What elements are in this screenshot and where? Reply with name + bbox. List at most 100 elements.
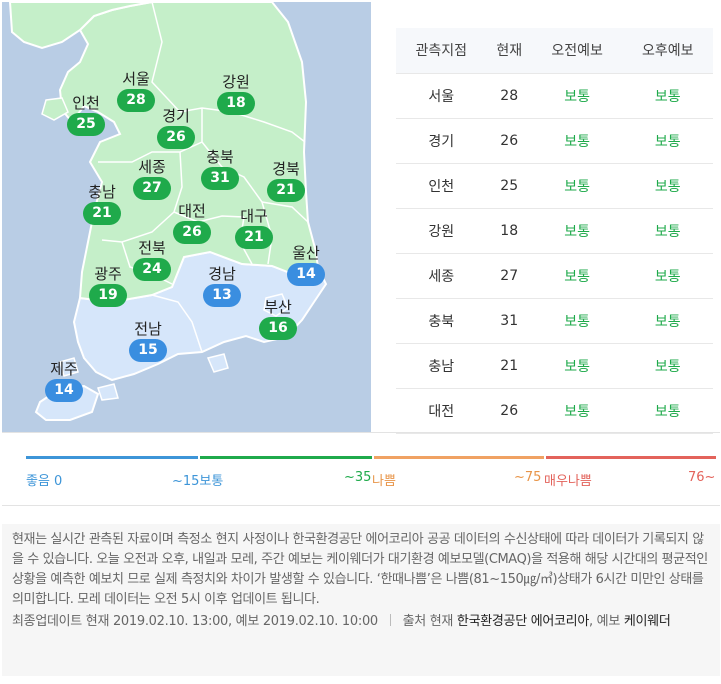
map-marker-gwangju[interactable]: 광주 19 xyxy=(80,265,136,307)
current-value: 21 xyxy=(486,342,532,388)
marker-value: 15 xyxy=(129,339,167,362)
morning-forecast: 보통 xyxy=(531,207,623,253)
legend-label-good: 좋음 0 xyxy=(26,474,63,489)
marker-name: 인천 xyxy=(72,94,100,112)
marker-name: 충북 xyxy=(206,148,234,166)
marker-value: 31 xyxy=(201,167,239,190)
map-marker-jeonnam[interactable]: 전남 15 xyxy=(120,320,176,362)
table-row: 충남 21 보통 보통 xyxy=(396,342,713,388)
marker-name: 충남 xyxy=(88,183,116,201)
station-table-panel: 관측지점 현재 오전예보 오후예보 서울 28 보통 보통 경기 26 보통 보 xyxy=(396,28,713,434)
station-name: 충북 xyxy=(396,297,487,343)
island-ganghwa xyxy=(41,97,69,121)
marker-name: 세종 xyxy=(138,158,166,176)
last-update-text: 최종업데이트 현재 2019.02.10. 13:00, 예보 2019.02.… xyxy=(12,614,378,629)
map-marker-jeonbuk[interactable]: 전북 24 xyxy=(124,239,180,281)
marker-name: 대전 xyxy=(178,202,206,220)
data-notice: 현재는 실시간 관측된 자료이며 측정소 현지 사정이나 한국환경공단 에어코리… xyxy=(2,524,720,676)
map-marker-seoul[interactable]: 서울 28 xyxy=(108,70,164,112)
map-marker-daegu[interactable]: 대구 21 xyxy=(226,207,282,249)
table-row: 경기 26 보통 보통 xyxy=(396,117,713,163)
marker-name: 서울 xyxy=(122,70,150,88)
table-row: 강원 18 보통 보통 xyxy=(396,207,713,253)
column-header-morning: 오전예보 xyxy=(531,28,623,73)
afternoon-forecast: 보통 xyxy=(622,297,713,343)
map-marker-gangwon[interactable]: 강원 18 xyxy=(208,73,264,115)
map-marker-incheon[interactable]: 인천 25 xyxy=(58,94,114,136)
marker-value: 21 xyxy=(267,179,305,202)
map-marker-busan[interactable]: 부산 16 xyxy=(250,298,306,340)
marker-name: 제주 xyxy=(50,360,78,378)
marker-name: 전남 xyxy=(134,320,162,338)
marker-value: 26 xyxy=(157,126,195,149)
marker-name: 울산 xyxy=(292,244,320,262)
current-value: 31 xyxy=(486,297,532,343)
marker-value: 28 xyxy=(117,89,155,112)
morning-forecast: 보통 xyxy=(531,117,623,163)
map-marker-gyeongnam[interactable]: 경남 13 xyxy=(194,265,250,307)
legend-label-very-bad: 매우나쁨 xyxy=(544,474,592,489)
afternoon-forecast: 보통 xyxy=(622,342,713,388)
column-header-afternoon: 오후예보 xyxy=(622,28,713,73)
marker-value: 13 xyxy=(203,284,241,307)
map-marker-ulsan[interactable]: 울산 14 xyxy=(278,244,334,286)
island-sw-2 xyxy=(97,383,119,401)
legend-label-75: ~75 xyxy=(514,470,542,485)
legend-bar-normal xyxy=(200,456,372,459)
station-name: 강원 xyxy=(396,207,487,253)
current-value: 26 xyxy=(486,387,532,434)
table-row: 인천 25 보통 보통 xyxy=(396,162,713,208)
current-value: 26 xyxy=(486,117,532,163)
air-quality-map: 서울 28 인천 25 강원 18 경기 26 세종 27 충북 31 경북 2… xyxy=(2,2,371,432)
station-table: 관측지점 현재 오전예보 오후예보 서울 28 보통 보통 경기 26 보통 보 xyxy=(396,28,713,434)
notice-description: 현재는 실시간 관측된 자료이며 측정소 현지 사정이나 한국환경공단 에어코리… xyxy=(12,532,708,607)
marker-value: 26 xyxy=(173,221,211,244)
morning-forecast: 보통 xyxy=(531,252,623,298)
morning-forecast: 보통 xyxy=(531,387,623,434)
afternoon-forecast: 보통 xyxy=(622,117,713,163)
marker-name: 전북 xyxy=(138,239,166,257)
marker-value: 14 xyxy=(287,263,325,286)
table-row: 충북 31 보통 보통 xyxy=(396,297,713,343)
legend-label-76: 76~ xyxy=(688,470,716,485)
source-kweather-link[interactable]: 케이웨더 xyxy=(623,614,671,629)
map-marker-daejeon[interactable]: 대전 26 xyxy=(164,202,220,244)
legend-bar-very-bad xyxy=(546,456,716,459)
morning-forecast: 보통 xyxy=(531,297,623,343)
column-header-current: 현재 xyxy=(486,28,532,73)
marker-name: 경남 xyxy=(208,265,236,283)
legend-bar-bad xyxy=(374,456,544,459)
island-namhae xyxy=(206,353,229,373)
marker-name: 대구 xyxy=(240,207,268,225)
map-marker-jeju[interactable]: 제주 14 xyxy=(36,360,92,402)
map-marker-chungbuk[interactable]: 충북 31 xyxy=(192,148,248,190)
current-value: 25 xyxy=(486,162,532,208)
map-marker-sejong[interactable]: 세종 27 xyxy=(124,158,180,200)
table-row: 대전 26 보통 보통 xyxy=(396,387,713,434)
column-header-station: 관측지점 xyxy=(396,28,487,73)
station-name: 충남 xyxy=(396,342,487,388)
map-marker-gyeonggi[interactable]: 경기 26 xyxy=(148,107,204,149)
island-sw-1 xyxy=(59,357,79,377)
marker-value: 24 xyxy=(133,258,171,281)
current-value: 18 xyxy=(486,207,532,253)
station-name: 대전 xyxy=(396,387,487,434)
morning-forecast: 보통 xyxy=(531,72,623,118)
station-name: 세종 xyxy=(396,252,487,298)
source-prefix: 출처 현재 xyxy=(402,614,454,629)
table-row: 세종 27 보통 보통 xyxy=(396,252,713,298)
station-name: 인천 xyxy=(396,162,487,208)
map-marker-gyeongbuk[interactable]: 경북 21 xyxy=(258,160,314,202)
station-name: 경기 xyxy=(396,117,487,163)
marker-value: 14 xyxy=(45,379,83,402)
marker-name: 광주 xyxy=(94,265,122,283)
marker-value: 27 xyxy=(133,177,171,200)
source-airkorea-link[interactable]: 한국환경공단 에어코리아 xyxy=(456,614,589,629)
divider xyxy=(389,614,391,626)
map-marker-chungnam[interactable]: 충남 21 xyxy=(74,183,130,225)
island-geoje xyxy=(263,293,289,317)
marker-name: 부산 xyxy=(264,298,292,316)
marker-value: 19 xyxy=(89,284,127,307)
afternoon-forecast: 보통 xyxy=(622,162,713,208)
